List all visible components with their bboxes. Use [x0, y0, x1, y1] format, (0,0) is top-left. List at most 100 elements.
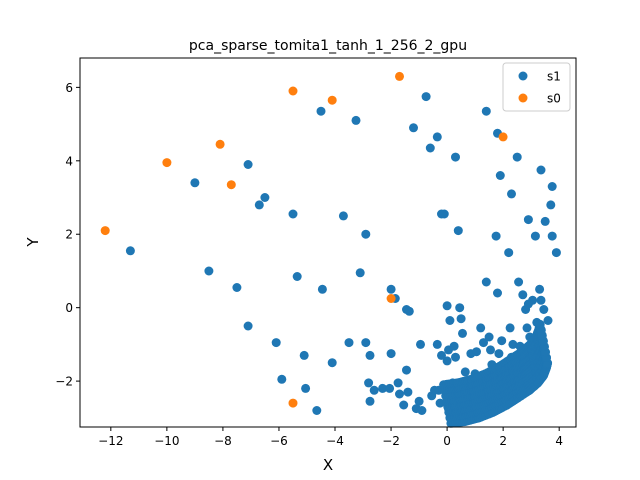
data-point-s1 [442, 301, 452, 311]
data-point-s1 [316, 106, 326, 116]
data-point-s1 [378, 383, 388, 393]
data-point-s1 [481, 106, 491, 116]
data-point-s0 [288, 398, 298, 408]
data-point-s1 [451, 352, 460, 362]
data-point-s1 [327, 358, 337, 368]
data-point-s1 [437, 350, 446, 360]
data-point-s0 [327, 95, 337, 105]
data-point-s1 [432, 339, 442, 349]
data-point-s1 [416, 339, 425, 349]
data-point-s1 [386, 349, 396, 359]
data-point-s1 [442, 356, 452, 366]
data-point-s1 [472, 347, 481, 357]
data-point-s0 [215, 139, 225, 149]
data-point-s1 [547, 182, 557, 191]
data-point-s1 [432, 132, 442, 142]
x-tick-label: −10 [154, 434, 179, 448]
data-point-s1 [451, 152, 460, 162]
x-axis: −12 −10 −8 −6 −4 −2 0 2 4 [98, 427, 563, 448]
data-point-s1 [481, 277, 491, 287]
x-tick-label: −12 [98, 434, 123, 448]
y-tick-label: 6 [65, 81, 73, 95]
legend: s1 s0 [502, 62, 571, 112]
data-point-s1 [271, 338, 281, 348]
x-tick-label: −8 [214, 434, 232, 448]
data-point-s1 [125, 246, 135, 256]
y-tick-label: −2 [55, 375, 73, 389]
data-point-s1 [540, 216, 550, 226]
data-point-s1 [536, 165, 546, 175]
y-axis: −2 0 2 4 6 [55, 81, 80, 389]
data-point-s1 [455, 303, 465, 313]
x-tick-label: −4 [326, 434, 344, 448]
data-point-s1 [456, 314, 466, 324]
data-point-s1 [344, 338, 354, 348]
data-point-s1 [535, 319, 545, 329]
series-s0 [100, 71, 508, 408]
data-point-s1 [508, 339, 518, 349]
x-tick-label: 0 [443, 434, 451, 448]
data-point-s1 [365, 350, 375, 360]
data-point-s1 [299, 350, 309, 360]
data-point-s1 [523, 299, 533, 309]
data-point-s1 [403, 387, 413, 397]
data-point-s1 [277, 374, 287, 384]
data-point-s1 [504, 248, 514, 258]
data-point-s1 [399, 400, 409, 410]
data-point-s1 [292, 272, 302, 281]
data-point-s1 [493, 288, 502, 298]
data-point-s1 [232, 283, 242, 292]
data-point-s1 [254, 200, 264, 210]
data-point-s1 [260, 193, 270, 202]
plot-points [100, 71, 561, 428]
data-point-s1 [402, 365, 411, 375]
data-point-s1 [395, 389, 404, 399]
data-point-s1 [445, 316, 455, 325]
data-point-s1 [312, 406, 322, 415]
data-point-s1 [494, 349, 504, 359]
data-point-s1 [385, 383, 395, 393]
data-point-s1 [460, 367, 470, 377]
data-point-s1 [486, 345, 495, 355]
data-point-s1 [546, 200, 556, 210]
data-point-s1 [522, 323, 532, 333]
data-point-s1 [484, 332, 494, 342]
data-point-s1 [204, 266, 214, 276]
data-point-s1 [497, 336, 507, 346]
data-point-s0 [288, 86, 298, 96]
data-point-s1 [437, 209, 446, 219]
data-point-s1 [425, 143, 435, 153]
data-point-s1 [512, 152, 522, 162]
data-point-s1 [243, 321, 253, 331]
data-point-s1 [543, 316, 553, 325]
data-point-s0 [100, 226, 110, 236]
data-point-s1 [288, 209, 298, 219]
legend-marker-s1 [518, 71, 528, 81]
data-point-s0 [162, 158, 172, 168]
data-point-s1 [369, 385, 379, 395]
data-point-s1 [514, 277, 524, 287]
data-point-s1 [365, 396, 375, 406]
data-point-s1 [404, 306, 414, 316]
data-point-s1 [523, 215, 533, 225]
y-tick-label: 4 [65, 154, 73, 168]
data-point-s1 [190, 178, 200, 188]
data-point-s1 [364, 378, 374, 388]
data-point-s0 [498, 132, 508, 142]
data-point-s1 [243, 160, 253, 169]
data-point-s1 [507, 189, 516, 199]
data-point-s1 [409, 123, 418, 133]
data-point-s1 [458, 328, 467, 338]
data-point-s1 [386, 284, 396, 294]
plot-frame [79, 57, 577, 428]
data-point-s1 [479, 338, 488, 348]
legend-marker-s0 [518, 93, 528, 103]
legend-label-s0: s0 [547, 92, 561, 106]
y-axis-label: Y [24, 237, 42, 248]
data-point-s1 [414, 396, 424, 406]
data-point-s1 [476, 323, 486, 333]
y-tick-label: 2 [65, 228, 73, 242]
data-point-s1 [361, 229, 371, 239]
data-point-s1 [351, 115, 361, 125]
